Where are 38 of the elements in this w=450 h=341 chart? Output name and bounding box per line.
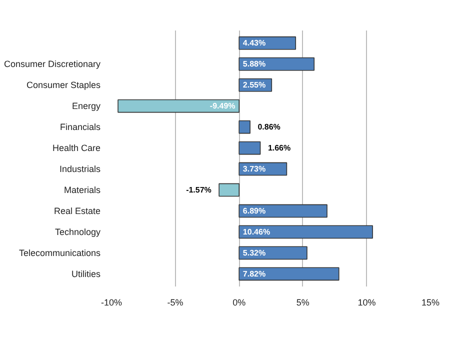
x-tick-label: 15% bbox=[421, 298, 440, 308]
data-label: -1.57% bbox=[186, 185, 212, 194]
data-label: 2.55% bbox=[242, 80, 266, 90]
bar bbox=[238, 225, 373, 239]
data-label: 1.66% bbox=[268, 144, 291, 153]
x-tick-label: -5% bbox=[167, 298, 184, 308]
x-tick-label: -10% bbox=[100, 298, 122, 308]
bar bbox=[118, 99, 240, 113]
y-tick-label: Consumer Discretionary bbox=[4, 59, 101, 70]
y-tick-label: Utilities bbox=[71, 268, 101, 279]
data-label: 5.88% bbox=[242, 60, 266, 69]
bar bbox=[238, 36, 296, 50]
y-tick-label: Materials bbox=[64, 184, 101, 195]
bar bbox=[238, 267, 340, 281]
x-tick-label: 10% bbox=[358, 298, 376, 308]
data-label: -9.49% bbox=[210, 102, 236, 111]
x-tick-label: 5% bbox=[296, 298, 310, 308]
bar bbox=[238, 120, 250, 134]
data-label: 0.86% bbox=[258, 122, 280, 132]
y-tick-label: Real Estate bbox=[54, 206, 101, 216]
x-tick-label: 0% bbox=[232, 298, 246, 308]
y-tick-label: Technology bbox=[54, 226, 101, 237]
data-label: 10.46% bbox=[242, 227, 270, 236]
y-tick-label: Health Care bbox=[52, 143, 101, 154]
bar bbox=[238, 57, 315, 71]
data-label: 7.82% bbox=[242, 269, 266, 278]
y-tick-label: Industrials bbox=[59, 164, 101, 174]
y-tick-label: Energy bbox=[72, 101, 101, 112]
y-tick-label: Consumer Staples bbox=[26, 80, 101, 90]
y-tick-label: Telecommunications bbox=[18, 248, 101, 258]
y-tick-label: Financials bbox=[60, 122, 101, 132]
bar bbox=[218, 183, 240, 197]
data-label: 4.43% bbox=[242, 38, 266, 48]
bar bbox=[238, 141, 261, 155]
data-label: 5.32% bbox=[242, 248, 266, 258]
data-label: 3.73% bbox=[242, 164, 266, 174]
bar bbox=[238, 246, 308, 260]
data-label: 6.89% bbox=[242, 206, 266, 216]
